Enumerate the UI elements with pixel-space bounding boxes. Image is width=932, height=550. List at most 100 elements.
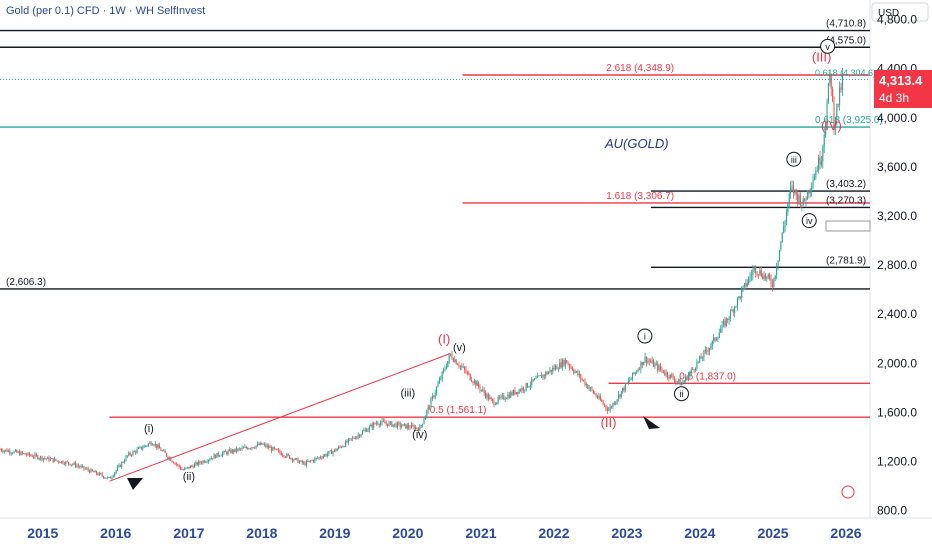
- candle-body: [805, 199, 807, 201]
- candle-body: [262, 444, 264, 446]
- candle-body: [771, 283, 773, 287]
- candle-body: [764, 274, 766, 279]
- candle-body: [476, 382, 478, 386]
- candle-body: [366, 429, 368, 432]
- candle-body: [293, 459, 295, 461]
- candle-body: [455, 359, 457, 365]
- candle-body: [7, 450, 9, 452]
- candle-body: [506, 398, 508, 400]
- candle-body: [531, 379, 533, 385]
- candle-body: [361, 431, 363, 435]
- candle-body: [603, 404, 606, 406]
- candle-body: [776, 267, 778, 276]
- wave-label: iii: [791, 155, 797, 165]
- candle-body: [742, 286, 744, 290]
- currency-label: USD: [878, 8, 899, 19]
- candle-body: [575, 371, 578, 372]
- candle-body: [545, 372, 547, 377]
- candle-body: [647, 360, 649, 363]
- candle-body: [375, 423, 377, 424]
- alert-icon[interactable]: [841, 485, 855, 499]
- candle-body: [52, 458, 54, 462]
- candle-body: [230, 449, 232, 453]
- candle-body: [349, 438, 351, 440]
- candle-body: [808, 191, 810, 194]
- candle-body: [233, 449, 235, 452]
- candle-body: [133, 451, 135, 453]
- candle-body: [822, 146, 824, 162]
- candle-body: [464, 366, 466, 370]
- bar-countdown: 4d 3h: [879, 91, 909, 105]
- candle-body: [433, 395, 435, 397]
- candle-body: [434, 392, 436, 397]
- candle-body: [561, 359, 564, 368]
- candle-body: [382, 420, 384, 422]
- candle-body: [605, 405, 607, 409]
- candle-body: [756, 272, 758, 275]
- price-level-label: 0.5 (1,837.0): [679, 371, 736, 382]
- candle-body: [680, 383, 683, 386]
- candle-body: [696, 362, 698, 369]
- candle-body: [224, 451, 226, 453]
- candle-body: [585, 384, 587, 386]
- candle-body: [734, 306, 736, 313]
- candlesticks: [0, 68, 843, 481]
- price-level-label: (3,270.3): [826, 195, 866, 206]
- currency-button[interactable]: [871, 2, 929, 22]
- wave-label: iv: [806, 216, 813, 226]
- candle-body: [184, 468, 186, 470]
- candle-body: [457, 364, 459, 366]
- candle-body: [123, 460, 126, 463]
- candle-body: [82, 465, 84, 467]
- candle-body: [818, 157, 820, 171]
- candle-body: [721, 323, 723, 330]
- candle-body: [482, 389, 484, 391]
- candle-body: [736, 297, 739, 307]
- price-tick-label: 1,200.0: [877, 455, 917, 469]
- candle-body: [415, 427, 417, 430]
- candle-body: [275, 448, 277, 450]
- candle-body: [679, 379, 681, 386]
- candle-body: [819, 157, 821, 165]
- candle-body: [769, 274, 771, 279]
- candle-body: [249, 448, 252, 450]
- candle-body: [644, 356, 646, 362]
- candle-body: [746, 282, 748, 287]
- wave-label: (iv): [412, 429, 427, 441]
- candle-body: [287, 454, 289, 456]
- candle-body: [662, 370, 664, 373]
- candle-body: [595, 394, 597, 397]
- candle-body: [2, 450, 4, 452]
- candle-body: [6, 449, 8, 452]
- candle-body: [214, 454, 217, 458]
- candle-body: [608, 409, 610, 411]
- time-axis[interactable]: 2015 2016 2017 2018 2019 2020 2021 2022 2023 2024…: [27, 525, 862, 541]
- candle-body: [12, 453, 14, 455]
- candle-body: [480, 389, 482, 391]
- year-tick-label: 2021: [465, 525, 496, 541]
- candle-body: [373, 422, 375, 428]
- candle-body: [130, 454, 133, 456]
- candle-body: [13, 451, 15, 454]
- candle-body: [717, 337, 719, 339]
- candle-body: [567, 363, 569, 365]
- candle-body: [122, 462, 124, 463]
- candle-body: [259, 442, 261, 446]
- candle-body: [636, 371, 638, 373]
- candle-body: [489, 397, 491, 400]
- candle-body: [312, 460, 315, 462]
- candle-body: [87, 468, 89, 471]
- candle-body: [296, 458, 298, 460]
- candle-body: [692, 369, 694, 370]
- candle-body: [84, 468, 86, 470]
- candle-body: [179, 466, 182, 470]
- candle-body: [189, 465, 191, 469]
- candle-body: [266, 445, 268, 447]
- candle-body: [279, 450, 281, 453]
- candle-body: [697, 361, 699, 363]
- candle-body: [629, 380, 631, 381]
- candle-body: [836, 103, 838, 120]
- candle-body: [514, 390, 516, 395]
- candle-body: [645, 356, 648, 363]
